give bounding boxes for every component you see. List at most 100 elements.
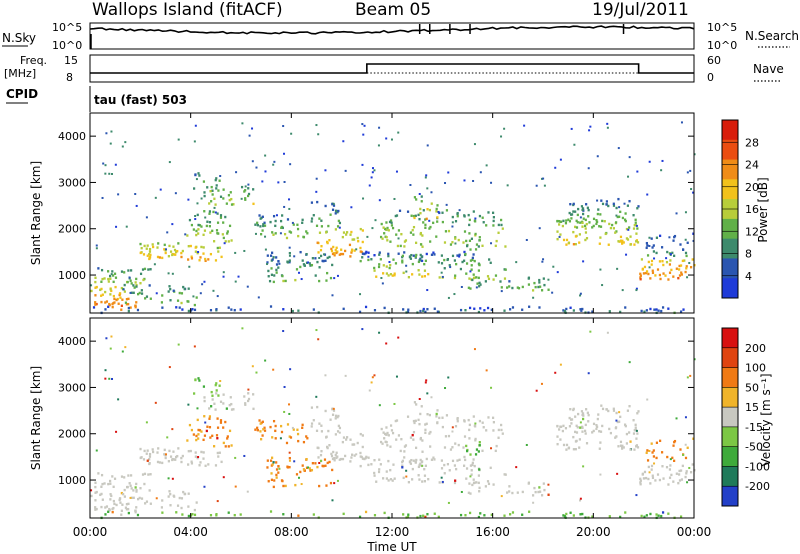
velocity-cell (367, 456, 370, 459)
power-cell (623, 218, 627, 221)
velocity-cell (277, 465, 280, 468)
velocity-cell (660, 451, 664, 454)
power-cell (560, 220, 563, 223)
power-cell (251, 160, 254, 163)
power-cell (320, 244, 323, 248)
power-cell (424, 259, 427, 262)
power-cell (556, 230, 559, 233)
velocity-cell (487, 416, 490, 419)
velocity-cell (451, 426, 454, 429)
power-cell (261, 180, 264, 183)
velocity-cell (373, 374, 376, 377)
power-cell (668, 271, 672, 274)
power-cell (404, 239, 408, 242)
velocity-cell (438, 481, 441, 484)
velocity-ylabel: Slant Range [km] (29, 366, 43, 470)
velocity-colorbar-label: Velocity [m s⁻¹] (759, 373, 773, 466)
velocity-cell (659, 439, 662, 443)
velocity-cell (204, 421, 207, 424)
power-cell (429, 240, 432, 243)
power-cell (688, 261, 691, 264)
power-cell (234, 251, 237, 254)
power-cell (361, 252, 365, 255)
velocity-cell (458, 458, 461, 462)
x-tick-label: 00:00 (73, 525, 108, 539)
velocity-cell (195, 501, 198, 504)
power-cell (105, 300, 109, 303)
power-cell (601, 284, 604, 287)
power-cell (359, 293, 362, 296)
power-cell (346, 231, 349, 234)
power-cell (397, 237, 400, 240)
velocity-cell (305, 457, 308, 461)
power-cell (268, 279, 272, 283)
velocity-cell (397, 336, 400, 339)
velocity-cell (327, 429, 330, 433)
power-cell (543, 184, 546, 187)
velocity-cell (641, 472, 644, 476)
velocity-cell (324, 464, 327, 467)
power-cell (375, 275, 378, 278)
velocity-colorbar-swatch (722, 407, 738, 428)
power-cell (338, 221, 342, 225)
velocity-cell (282, 513, 285, 516)
power-cell (290, 132, 293, 135)
velocity-cell (280, 430, 284, 434)
power-cell (187, 287, 190, 290)
velocity-cell (271, 436, 274, 439)
power-cell (309, 264, 312, 267)
velocity-cell (230, 408, 234, 411)
power-cell (99, 288, 102, 292)
power-cell (596, 199, 599, 202)
power-cell (187, 198, 190, 201)
velocity-cell (618, 420, 621, 423)
power-cell (195, 233, 198, 237)
power-cell (588, 221, 591, 224)
nsky-label: N.Sky (2, 31, 36, 45)
velocity-cell (317, 338, 320, 341)
power-cell (595, 218, 598, 222)
power-cell (264, 154, 267, 157)
power-cell (316, 260, 319, 264)
power-cell (374, 219, 377, 222)
velocity-cell (312, 419, 315, 422)
power-cell (159, 188, 162, 191)
power-cell (628, 226, 631, 229)
velocity-cell (412, 438, 415, 441)
velocity-cell (474, 453, 478, 456)
power-cell (95, 247, 98, 250)
velocity-cell (172, 494, 175, 497)
velocity-cell (483, 514, 486, 517)
power-cell (666, 250, 669, 254)
velocity-cell (433, 458, 436, 461)
velocity-cell (359, 432, 362, 436)
power-cell (655, 251, 658, 255)
power-cell (257, 296, 260, 299)
velocity-cell (419, 437, 422, 441)
power-cell (100, 300, 103, 304)
velocity-cell (585, 408, 588, 411)
velocity-cell (219, 400, 223, 403)
velocity-cell (465, 477, 468, 480)
power-cell (216, 221, 220, 224)
power-cell (669, 253, 672, 256)
velocity-cell (441, 416, 444, 419)
velocity-cell (599, 441, 602, 444)
velocity-cell (412, 419, 416, 423)
power-cell (220, 255, 223, 259)
power-cell (317, 133, 320, 136)
power-cell (486, 306, 490, 310)
power-cell (392, 258, 395, 261)
velocity-cell (492, 483, 495, 486)
power-cell (693, 153, 696, 156)
power-cell (215, 308, 218, 311)
power-cell (216, 295, 219, 298)
velocity-cell (503, 514, 506, 517)
velocity-cell (401, 459, 404, 463)
power-cell (461, 260, 464, 264)
velocity-cell (440, 467, 444, 470)
power-cell (447, 229, 451, 233)
velocity-cell (202, 438, 205, 442)
velocity-cell (198, 429, 202, 432)
power-cell (591, 226, 594, 229)
